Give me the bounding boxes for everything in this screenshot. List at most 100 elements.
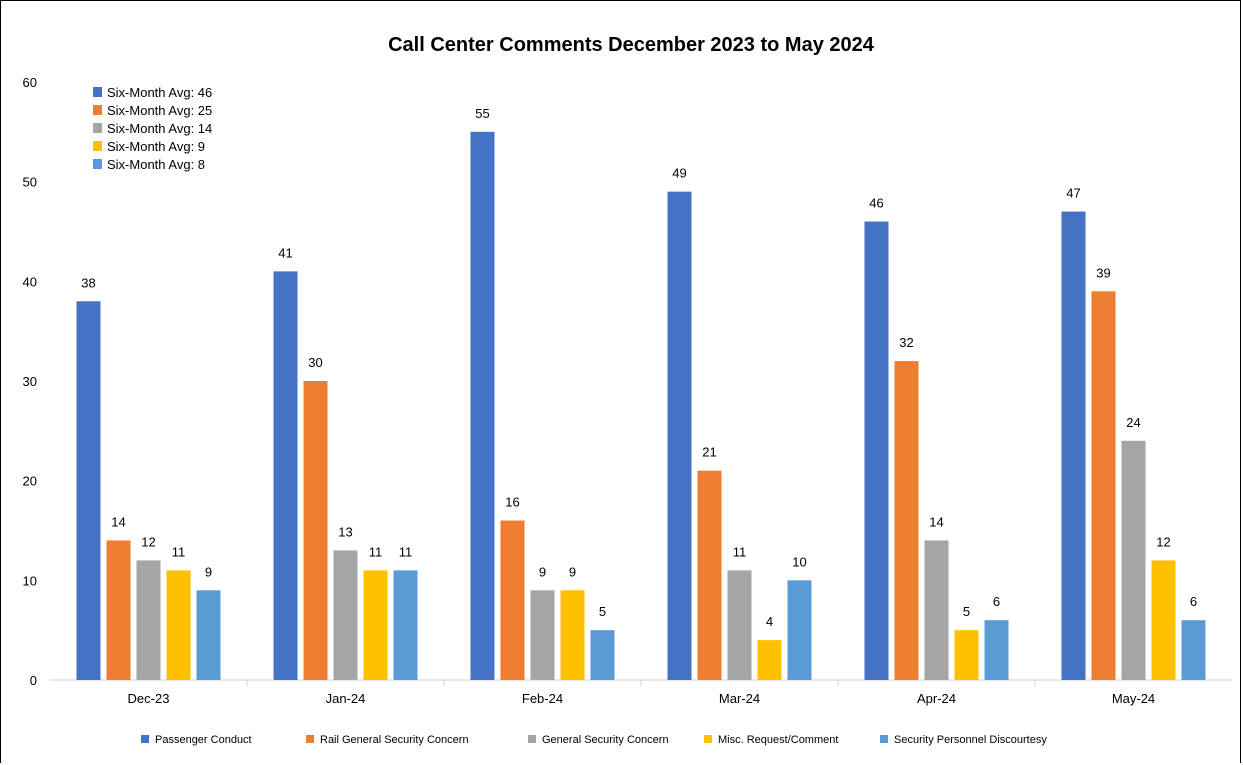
avg-legend-label: Six-Month Avg: 46 xyxy=(107,85,212,100)
bar xyxy=(303,381,328,680)
legend-swatch xyxy=(141,735,149,743)
bar xyxy=(106,540,131,680)
y-tick-label: 60 xyxy=(23,75,37,90)
bar xyxy=(697,470,722,680)
series-legend: Passenger Conduct Rail General Security C… xyxy=(141,734,1047,746)
bar xyxy=(1181,620,1206,680)
avg-legend-swatch xyxy=(93,141,102,151)
legend-label: Rail General Security Concern xyxy=(320,734,469,746)
data-label: 14 xyxy=(111,514,125,529)
avg-legend-swatch xyxy=(93,87,102,97)
data-label: 11 xyxy=(733,544,747,559)
y-tick-label: 10 xyxy=(23,573,37,588)
bars-group xyxy=(76,131,1206,681)
data-label: 55 xyxy=(475,106,489,121)
bar xyxy=(273,271,298,680)
y-tick-label: 30 xyxy=(23,374,37,389)
y-tick-label: 50 xyxy=(23,175,37,190)
data-label: 9 xyxy=(569,564,576,579)
bar xyxy=(470,131,495,681)
bar xyxy=(924,540,949,680)
legend-label: Security Personnel Discourtesy xyxy=(894,734,1047,746)
data-label: 49 xyxy=(672,166,686,181)
avg-legend-label: Six-Month Avg: 8 xyxy=(107,157,205,172)
data-label: 5 xyxy=(599,604,606,619)
chart-title: Call Center Comments December 2023 to Ma… xyxy=(388,34,875,56)
legend-swatch xyxy=(880,735,888,743)
bar xyxy=(196,590,221,680)
bar xyxy=(590,630,615,680)
avg-legend-label: Six-Month Avg: 14 xyxy=(107,121,212,136)
data-label: 24 xyxy=(1126,415,1140,430)
bar xyxy=(333,550,358,680)
bar xyxy=(560,590,585,680)
data-label: 11 xyxy=(369,544,383,559)
data-label: 9 xyxy=(205,564,212,579)
data-label: 5 xyxy=(963,604,970,619)
bar xyxy=(864,221,889,681)
x-tick-label: Feb-24 xyxy=(522,691,563,706)
data-label: 12 xyxy=(141,534,155,549)
x-tick-label: May-24 xyxy=(1112,691,1155,706)
legend-swatch xyxy=(704,735,712,743)
data-label: 41 xyxy=(278,245,292,260)
x-tick-label: Jan-24 xyxy=(326,691,366,706)
data-label: 6 xyxy=(1190,594,1197,609)
data-label: 4 xyxy=(766,614,773,629)
bar xyxy=(1121,440,1146,680)
y-tick-label: 40 xyxy=(23,274,37,289)
data-label: 16 xyxy=(505,495,519,510)
data-label: 11 xyxy=(172,544,186,559)
avg-legend-swatch xyxy=(93,105,102,115)
data-label: 46 xyxy=(869,196,883,211)
bar xyxy=(1151,560,1176,680)
bar xyxy=(363,570,388,680)
data-label: 12 xyxy=(1156,534,1170,549)
bar xyxy=(136,560,161,680)
bar xyxy=(76,301,101,680)
bar xyxy=(1061,211,1086,681)
legend-swatch xyxy=(306,735,314,743)
x-tick-label: Mar-24 xyxy=(719,691,760,706)
data-label: 9 xyxy=(539,564,546,579)
avg-legend-swatch xyxy=(93,123,102,133)
bar xyxy=(894,361,919,680)
six-month-average-legend: Six-Month Avg: 46 Six-Month Avg: 25 Six-Mo… xyxy=(93,85,212,172)
data-label: 11 xyxy=(399,544,413,559)
legend-label: Misc. Request/Comment xyxy=(718,734,838,746)
bar xyxy=(530,590,555,680)
y-tick-label: 20 xyxy=(23,474,37,489)
avg-legend-label: Six-Month Avg: 25 xyxy=(107,103,212,118)
bar xyxy=(727,570,752,680)
bar xyxy=(166,570,191,680)
x-tick-label: Dec-23 xyxy=(128,691,170,706)
data-label: 14 xyxy=(929,514,943,529)
bar xyxy=(500,520,525,680)
data-label: 32 xyxy=(899,335,913,350)
bar xyxy=(984,620,1009,680)
avg-legend-label: Six-Month Avg: 9 xyxy=(107,139,205,154)
data-label: 21 xyxy=(702,445,716,460)
data-label: 13 xyxy=(338,524,352,539)
data-label: 39 xyxy=(1096,265,1110,280)
x-axis: Dec-23 Jan-24 Feb-24 Mar-24 Apr-24 May-24 xyxy=(50,679,1232,706)
avg-legend-swatch xyxy=(93,159,102,169)
legend-label: Passenger Conduct xyxy=(155,734,252,746)
x-tick-label: Apr-24 xyxy=(917,691,956,706)
data-label: 47 xyxy=(1066,186,1080,201)
data-label: 30 xyxy=(308,355,322,370)
y-axis: 0 10 20 30 40 50 60 xyxy=(23,75,37,688)
bar xyxy=(1091,291,1116,680)
bar xyxy=(954,630,979,680)
data-label: 10 xyxy=(792,554,806,569)
legend-swatch xyxy=(528,735,536,743)
legend-label: General Security Concern xyxy=(542,734,669,746)
bar xyxy=(787,580,812,680)
data-label: 6 xyxy=(993,594,1000,609)
bar xyxy=(393,570,418,680)
y-tick-label: 0 xyxy=(30,673,37,688)
bar xyxy=(667,191,692,680)
